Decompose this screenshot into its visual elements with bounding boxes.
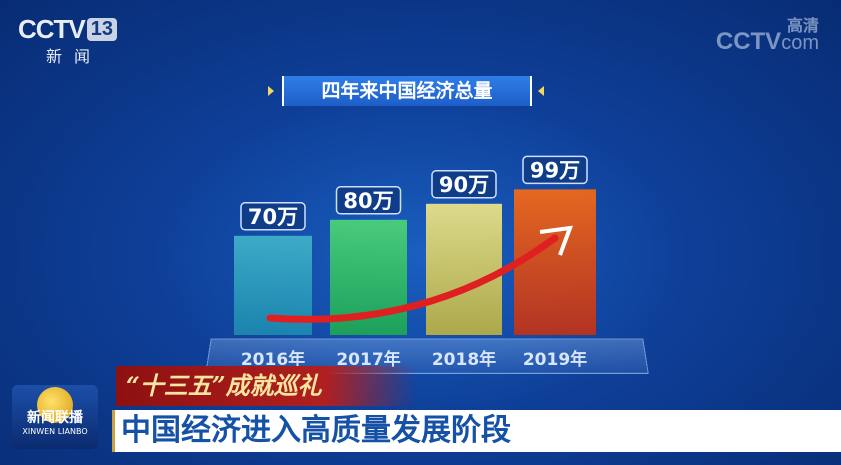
x-tick-label: 2016年: [241, 349, 305, 370]
data-label-box: [431, 170, 497, 199]
cctv13-logo: CCTV 13 新闻: [18, 14, 118, 67]
x-tick-label: 2019年: [523, 349, 587, 370]
data-label-box: [335, 186, 402, 215]
bar-3: [514, 189, 596, 335]
data-label-box: [522, 155, 588, 185]
trend-arrow: [266, 234, 559, 323]
data-label: 90万: [439, 173, 489, 197]
globe-icon: [37, 387, 73, 423]
series-banner: “十三五”成就巡礼: [116, 366, 416, 406]
xinwen-lianbo-logo: 新闻联播 XINWEN LIANBO: [12, 385, 98, 449]
bar-2: [426, 203, 502, 335]
data-label: 70万: [248, 205, 298, 229]
x-tick-label: 2018年: [432, 349, 496, 370]
title-right-marker: [538, 86, 544, 96]
data-label-box: [240, 202, 306, 231]
title-left-marker: [268, 86, 274, 96]
data-label: 99万: [530, 158, 580, 182]
data-label: 80万: [343, 189, 393, 213]
x-tick-label: 2017年: [336, 349, 400, 370]
chart-title: 四年来中国经济总量: [282, 76, 532, 106]
headline-banner: 中国经济进入高质量发展阶段: [112, 410, 841, 452]
trend-arrowhead: [539, 225, 574, 256]
cctv-com-watermark: 高清 CCTVcom: [715, 18, 819, 55]
